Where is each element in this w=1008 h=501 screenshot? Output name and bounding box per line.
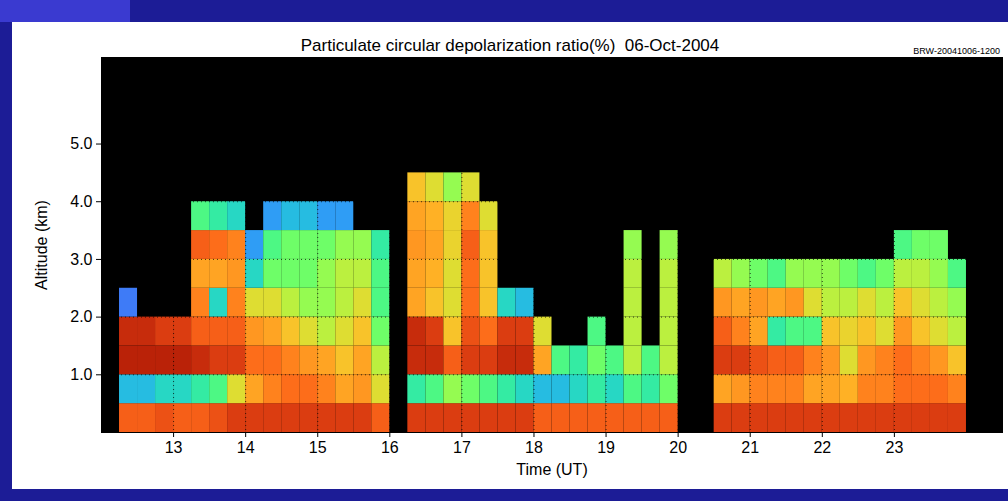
svg-text:22: 22: [813, 439, 831, 456]
svg-text:14: 14: [237, 439, 255, 456]
svg-text:3.0: 3.0: [70, 251, 92, 268]
svg-text:1.0: 1.0: [70, 366, 92, 383]
html-text:BRW-20041006-1200: BRW-20041006-1200: [913, 46, 1000, 56]
svg-text:Time (UT): Time (UT): [516, 461, 587, 478]
svg-text:23: 23: [885, 439, 903, 456]
svg-text:2.0: 2.0: [70, 308, 92, 325]
svg-text:Altitude (km): Altitude (km): [33, 200, 50, 290]
svg-text:20: 20: [669, 439, 687, 456]
svg-text:19: 19: [597, 439, 615, 456]
svg-text:13: 13: [165, 439, 183, 456]
svg-text:16: 16: [381, 439, 399, 456]
svg-text:5.0: 5.0: [70, 135, 92, 152]
svg-text:15: 15: [309, 439, 327, 456]
svg-text:21: 21: [741, 439, 759, 456]
svg-text:17: 17: [453, 439, 471, 456]
svg-text:4.0: 4.0: [70, 193, 92, 210]
html-text:Particulate circular depolariz: Particulate circular depolarization rati…: [300, 36, 720, 55]
svg-text:18: 18: [525, 439, 543, 456]
